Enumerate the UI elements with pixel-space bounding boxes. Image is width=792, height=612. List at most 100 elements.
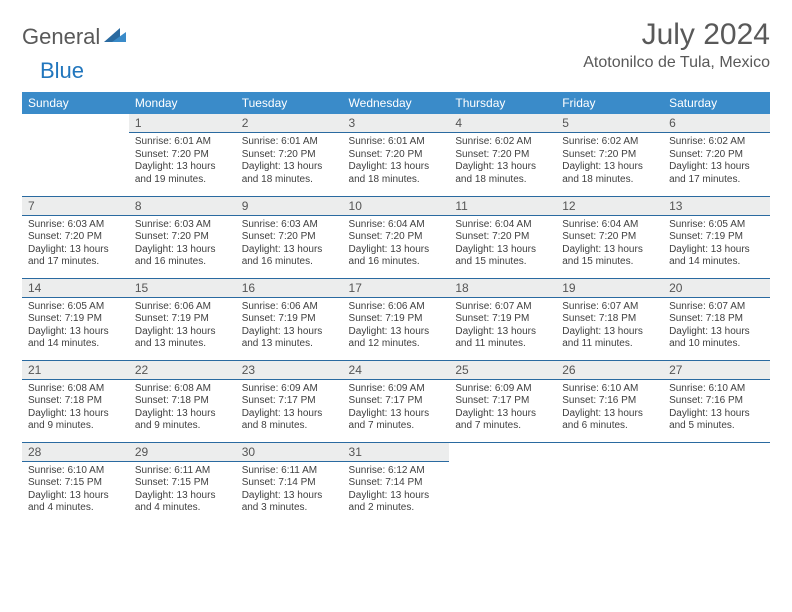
day-number: 3	[343, 114, 450, 133]
weekday-header: Wednesday	[343, 92, 450, 114]
day-number: 7	[22, 197, 129, 216]
daylight-text: Daylight: 13 hours and 16 minutes.	[349, 244, 444, 269]
day-details: Sunrise: 6:01 AMSunset: 7:20 PMDaylight:…	[236, 133, 343, 188]
daylight-text: Daylight: 13 hours and 2 minutes.	[349, 490, 444, 515]
sunset-text: Sunset: 7:20 PM	[242, 231, 337, 244]
sunset-text: Sunset: 7:18 PM	[669, 313, 764, 326]
day-number: 29	[129, 443, 236, 462]
day-number: 27	[663, 361, 770, 380]
day-number: 4	[449, 114, 556, 133]
sunrise-text: Sunrise: 6:03 AM	[28, 219, 123, 232]
sunset-text: Sunset: 7:20 PM	[349, 231, 444, 244]
day-number: 26	[556, 361, 663, 380]
day-number: 1	[129, 114, 236, 133]
calendar-cell: 3Sunrise: 6:01 AMSunset: 7:20 PMDaylight…	[343, 114, 450, 196]
daylight-text: Daylight: 13 hours and 9 minutes.	[28, 408, 123, 433]
sunrise-text: Sunrise: 6:04 AM	[562, 219, 657, 232]
sunset-text: Sunset: 7:15 PM	[28, 477, 123, 490]
calendar-cell: 21Sunrise: 6:08 AMSunset: 7:18 PMDayligh…	[22, 360, 129, 442]
sunrise-text: Sunrise: 6:02 AM	[562, 136, 657, 149]
location-text: Atotonilco de Tula, Mexico	[583, 54, 770, 72]
day-details: Sunrise: 6:07 AMSunset: 7:19 PMDaylight:…	[449, 298, 556, 353]
day-details: Sunrise: 6:09 AMSunset: 7:17 PMDaylight:…	[343, 380, 450, 435]
calendar-cell	[449, 442, 556, 524]
day-number: 9	[236, 197, 343, 216]
calendar-header-row: SundayMondayTuesdayWednesdayThursdayFrid…	[22, 92, 770, 114]
day-details: Sunrise: 6:07 AMSunset: 7:18 PMDaylight:…	[663, 298, 770, 353]
day-number: 8	[129, 197, 236, 216]
day-details: Sunrise: 6:08 AMSunset: 7:18 PMDaylight:…	[22, 380, 129, 435]
sunset-text: Sunset: 7:20 PM	[455, 231, 550, 244]
day-number: 11	[449, 197, 556, 216]
sunset-text: Sunset: 7:19 PM	[669, 231, 764, 244]
daylight-text: Daylight: 13 hours and 19 minutes.	[135, 161, 230, 186]
day-details: Sunrise: 6:08 AMSunset: 7:18 PMDaylight:…	[129, 380, 236, 435]
calendar-cell: 2Sunrise: 6:01 AMSunset: 7:20 PMDaylight…	[236, 114, 343, 196]
day-number: 2	[236, 114, 343, 133]
sunrise-text: Sunrise: 6:02 AM	[669, 136, 764, 149]
calendar-cell: 11Sunrise: 6:04 AMSunset: 7:20 PMDayligh…	[449, 196, 556, 278]
sunrise-text: Sunrise: 6:09 AM	[455, 383, 550, 396]
calendar-week-row: 7Sunrise: 6:03 AMSunset: 7:20 PMDaylight…	[22, 196, 770, 278]
calendar-cell: 7Sunrise: 6:03 AMSunset: 7:20 PMDaylight…	[22, 196, 129, 278]
calendar-cell: 15Sunrise: 6:06 AMSunset: 7:19 PMDayligh…	[129, 278, 236, 360]
calendar-cell: 16Sunrise: 6:06 AMSunset: 7:19 PMDayligh…	[236, 278, 343, 360]
sunrise-text: Sunrise: 6:01 AM	[349, 136, 444, 149]
daylight-text: Daylight: 13 hours and 17 minutes.	[28, 244, 123, 269]
day-number: 25	[449, 361, 556, 380]
calendar-cell: 22Sunrise: 6:08 AMSunset: 7:18 PMDayligh…	[129, 360, 236, 442]
day-details: Sunrise: 6:11 AMSunset: 7:15 PMDaylight:…	[129, 462, 236, 517]
day-details: Sunrise: 6:06 AMSunset: 7:19 PMDaylight:…	[129, 298, 236, 353]
daylight-text: Daylight: 13 hours and 17 minutes.	[669, 161, 764, 186]
sunrise-text: Sunrise: 6:01 AM	[242, 136, 337, 149]
daylight-text: Daylight: 13 hours and 7 minutes.	[455, 408, 550, 433]
day-number: 17	[343, 279, 450, 298]
sunset-text: Sunset: 7:18 PM	[135, 395, 230, 408]
day-details: Sunrise: 6:03 AMSunset: 7:20 PMDaylight:…	[236, 216, 343, 271]
weekday-header: Friday	[556, 92, 663, 114]
day-details: Sunrise: 6:03 AMSunset: 7:20 PMDaylight:…	[129, 216, 236, 271]
calendar-cell: 27Sunrise: 6:10 AMSunset: 7:16 PMDayligh…	[663, 360, 770, 442]
daylight-text: Daylight: 13 hours and 18 minutes.	[242, 161, 337, 186]
day-number: 28	[22, 443, 129, 462]
daylight-text: Daylight: 13 hours and 14 minutes.	[28, 326, 123, 351]
calendar-cell: 18Sunrise: 6:07 AMSunset: 7:19 PMDayligh…	[449, 278, 556, 360]
calendar-week-row: 1Sunrise: 6:01 AMSunset: 7:20 PMDaylight…	[22, 114, 770, 196]
calendar-cell: 9Sunrise: 6:03 AMSunset: 7:20 PMDaylight…	[236, 196, 343, 278]
calendar-week-row: 14Sunrise: 6:05 AMSunset: 7:19 PMDayligh…	[22, 278, 770, 360]
weekday-header: Monday	[129, 92, 236, 114]
calendar-cell	[22, 114, 129, 196]
day-number: 19	[556, 279, 663, 298]
day-number: 14	[22, 279, 129, 298]
day-details: Sunrise: 6:09 AMSunset: 7:17 PMDaylight:…	[449, 380, 556, 435]
calendar-cell: 30Sunrise: 6:11 AMSunset: 7:14 PMDayligh…	[236, 442, 343, 524]
calendar-cell: 26Sunrise: 6:10 AMSunset: 7:16 PMDayligh…	[556, 360, 663, 442]
day-number: 10	[343, 197, 450, 216]
day-number: 22	[129, 361, 236, 380]
daylight-text: Daylight: 13 hours and 7 minutes.	[349, 408, 444, 433]
calendar-cell: 10Sunrise: 6:04 AMSunset: 7:20 PMDayligh…	[343, 196, 450, 278]
daylight-text: Daylight: 13 hours and 18 minutes.	[349, 161, 444, 186]
daylight-text: Daylight: 13 hours and 16 minutes.	[135, 244, 230, 269]
sunset-text: Sunset: 7:14 PM	[349, 477, 444, 490]
day-number: 15	[129, 279, 236, 298]
sunset-text: Sunset: 7:19 PM	[455, 313, 550, 326]
sunrise-text: Sunrise: 6:01 AM	[135, 136, 230, 149]
sunset-text: Sunset: 7:20 PM	[455, 149, 550, 162]
calendar-table: SundayMondayTuesdayWednesdayThursdayFrid…	[22, 92, 770, 524]
sunrise-text: Sunrise: 6:08 AM	[28, 383, 123, 396]
daylight-text: Daylight: 13 hours and 4 minutes.	[135, 490, 230, 515]
sunset-text: Sunset: 7:16 PM	[669, 395, 764, 408]
sunset-text: Sunset: 7:17 PM	[242, 395, 337, 408]
day-details: Sunrise: 6:06 AMSunset: 7:19 PMDaylight:…	[236, 298, 343, 353]
brand-mark-icon	[104, 26, 126, 49]
calendar-cell: 6Sunrise: 6:02 AMSunset: 7:20 PMDaylight…	[663, 114, 770, 196]
sunset-text: Sunset: 7:18 PM	[28, 395, 123, 408]
sunrise-text: Sunrise: 6:10 AM	[562, 383, 657, 396]
day-number: 31	[343, 443, 450, 462]
day-details: Sunrise: 6:10 AMSunset: 7:16 PMDaylight:…	[556, 380, 663, 435]
day-details: Sunrise: 6:04 AMSunset: 7:20 PMDaylight:…	[343, 216, 450, 271]
brand-text-blue: Blue	[40, 58, 84, 83]
sunrise-text: Sunrise: 6:04 AM	[349, 219, 444, 232]
sunset-text: Sunset: 7:19 PM	[349, 313, 444, 326]
